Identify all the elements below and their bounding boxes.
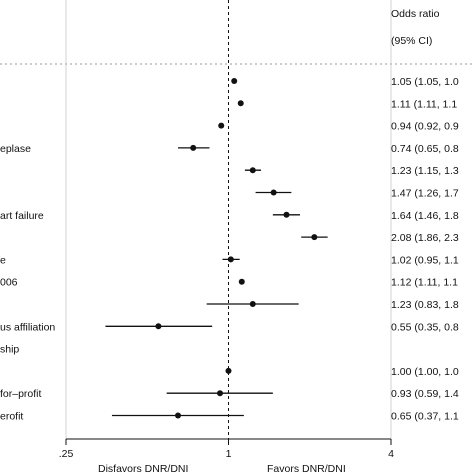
estimate-row: 1.23 (0.83, 1.8 [206,299,459,311]
header: Odds ratio (95% CI) [391,8,440,47]
point-estimate [225,367,232,374]
point-estimate [238,278,245,285]
estimate-label: 0.93 (0.59, 1.4 [391,388,459,400]
estimate-label: 1.23 (0.83, 1.8 [391,299,459,311]
estimate-row: 0.55 (0.35, 0.8 [105,321,459,333]
estimate-row: 0.93 (0.59, 1.4 [166,388,459,400]
point-estimate [218,122,225,129]
estimate-label: 1.12 (1.11, 1.1 [391,277,458,289]
estimate-label: 0.94 (0.92, 0.9 [391,121,459,133]
point-estimate [283,211,290,218]
point-estimate [190,144,197,151]
estimate-label: 1.64 (1.46, 1.8 [391,210,459,222]
x-tick-label: .25 [59,448,74,460]
row-label: ship [0,344,19,356]
row-label: for–profit [0,388,42,400]
estimate-row: 1.47 (1.26, 1.7 [255,188,459,200]
row-label: us affiliation [0,321,55,333]
chart-marks: eplase art failure e 006 us affiliation ship f… [0,0,459,439]
estimate-label: 1.02 (0.95, 1.1 [391,254,459,266]
row-label: e [0,254,6,266]
row-label: art failure [0,210,44,222]
estimate-row: 1.23 (1.15, 1.3 [244,165,459,177]
estimate-row: 1.11 (1.11, 1.1 [237,98,457,110]
x-tick-label: 4 [388,448,394,460]
row-label: 006 [0,277,18,289]
estimate-row: 1.64 (1.46, 1.8 [272,210,459,222]
point-estimate [249,167,256,174]
point-estimate [175,412,182,419]
point-estimate [155,323,162,330]
favors-label: Favors DNR/DNI [267,463,346,474]
ci-title: (95% CI) [391,35,432,47]
estimate-row: 0.65 (0.37, 1.1 [111,411,459,423]
point-estimate [237,100,244,107]
estimate-row: 0.94 (0.92, 0.9 [218,121,459,133]
estimate-label: 1.00 (1.00, 1.0 [391,366,459,378]
estimate-row: 1.00 (1.00, 1.0 [225,366,459,378]
estimate-label: 1.23 (1.15, 1.3 [391,165,459,177]
estimate-label: 0.74 (0.65, 0.8 [391,143,459,155]
estimate-row: 1.12 (1.11, 1.1 [238,277,458,289]
estimate-label: 2.08 (1.86, 2.3 [391,232,459,244]
estimate-row: 1.02 (0.95, 1.1 [222,254,459,266]
estimate-label: 1.47 (1.26, 1.7 [391,188,459,200]
estimate-label: 1.11 (1.11, 1.1 [391,98,457,110]
estimate-row: 2.08 (1.86, 2.3 [301,232,459,244]
point-estimate [311,234,318,241]
point-estimate [270,189,277,196]
point-estimate [231,78,238,84]
estimate-row: 0.74 (0.65, 0.8 [178,143,459,155]
point-estimate [249,301,256,307]
row-label: erofit [0,411,23,423]
estimate-label: 0.65 (0.37, 1.1 [391,411,459,423]
estimate-label: 1.05 (1.05, 1.0 [391,76,459,88]
point-estimate [227,256,234,263]
x-axis: .25 1 4 [59,438,394,460]
point-estimate [216,390,223,397]
estimate-row: 1.05 (1.05, 1.0 [231,76,459,88]
odds-ratio-title: Odds ratio [391,8,440,20]
estimate-label: 0.55 (0.35, 0.8 [391,321,459,333]
disfavors-label: Disfavors DNR/DNI [98,463,188,474]
x-tick-label: 1 [226,448,232,460]
row-label: eplase [0,143,31,155]
